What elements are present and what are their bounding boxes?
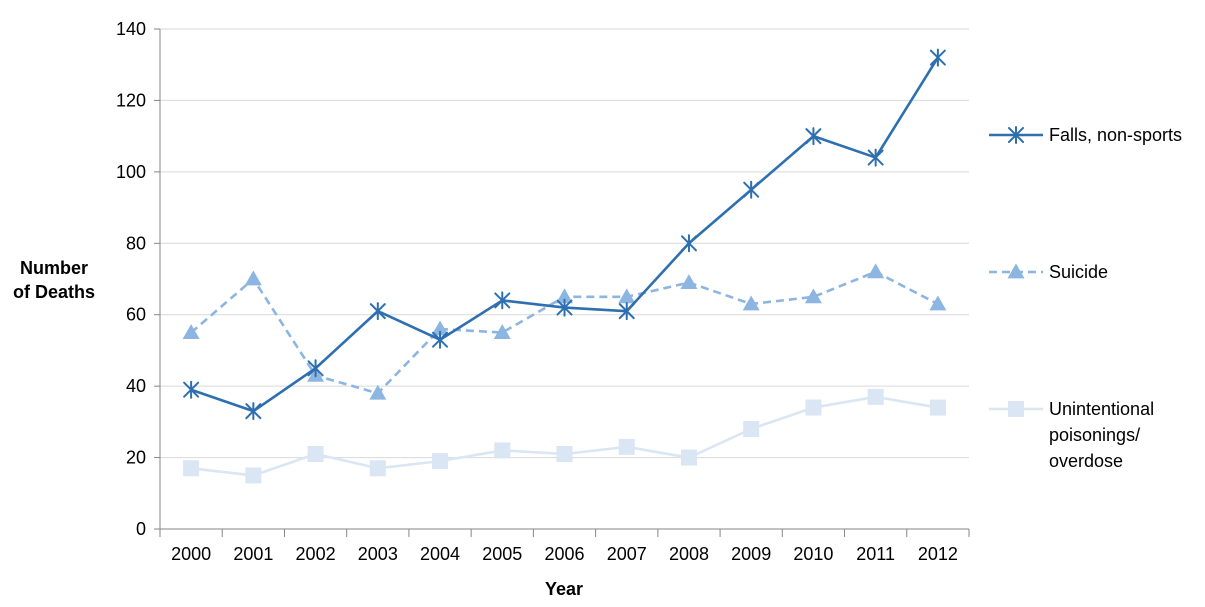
legend-marker bbox=[1008, 401, 1024, 417]
data-point bbox=[494, 291, 511, 310]
y-axis-title-line: Number bbox=[20, 258, 88, 278]
y-axis-title-line: of Deaths bbox=[13, 282, 95, 302]
data-point bbox=[183, 380, 200, 399]
x-tick-label: 2006 bbox=[544, 544, 584, 564]
data-point bbox=[680, 234, 697, 253]
data-point bbox=[556, 298, 573, 317]
data-point bbox=[556, 446, 573, 462]
data-point bbox=[867, 388, 884, 405]
y-tick-label: 140 bbox=[116, 19, 146, 39]
data-point bbox=[618, 438, 635, 455]
data-point bbox=[556, 288, 573, 304]
series-3 bbox=[183, 388, 946, 484]
data-point bbox=[929, 399, 946, 416]
data-point bbox=[929, 48, 946, 67]
data-point bbox=[432, 330, 449, 349]
data-point bbox=[743, 421, 760, 437]
legend-label-line: Falls, non-sports bbox=[1049, 125, 1182, 145]
legend-entry-2: Suicide bbox=[989, 262, 1108, 282]
legend-marker bbox=[1007, 263, 1025, 279]
legend-label: Suicide bbox=[1049, 262, 1108, 282]
data-point bbox=[929, 295, 947, 311]
data-point bbox=[805, 127, 822, 146]
data-point bbox=[244, 270, 262, 286]
y-tick-label: 60 bbox=[126, 305, 146, 325]
data-point bbox=[431, 320, 449, 336]
x-tick-label: 2000 bbox=[171, 544, 211, 564]
data-point bbox=[680, 449, 697, 466]
x-tick-label: 2004 bbox=[420, 544, 460, 564]
x-tick-label: 2008 bbox=[669, 544, 709, 564]
data-point bbox=[680, 274, 698, 289]
data-point bbox=[493, 324, 511, 339]
x-axis-ticks: 2000 2001 2002 2003 2004 2005 2006 2007 2008 2009… bbox=[171, 544, 958, 564]
y-tick-label: 100 bbox=[116, 162, 146, 182]
x-tick-label: 2002 bbox=[296, 544, 336, 564]
x-tick-label: 2005 bbox=[482, 544, 522, 564]
y-axis-ticks: 0 20 40 60 80 100 120 140 bbox=[116, 19, 146, 539]
legend-entry-1: Falls, non-sports bbox=[989, 125, 1182, 145]
legend-label-line: poisonings/ bbox=[1049, 425, 1140, 445]
x-tick-label: 2012 bbox=[918, 544, 958, 564]
x-tick-label: 2009 bbox=[731, 544, 771, 564]
legend: Falls, non-sports Suicide Unintentional poi… bbox=[989, 125, 1182, 471]
legend-label: Unintentional poisonings/overdose bbox=[1049, 399, 1154, 471]
y-tick-label: 40 bbox=[126, 376, 146, 396]
legend-entry-3: Unintentional poisonings/overdose bbox=[989, 399, 1154, 471]
legend-label-line: overdose bbox=[1049, 451, 1123, 471]
legend-label: Falls, non-sports bbox=[1049, 125, 1182, 145]
x-tick-label: 2003 bbox=[358, 544, 398, 564]
data-point bbox=[805, 399, 822, 416]
data-point bbox=[494, 442, 511, 459]
data-point bbox=[743, 180, 760, 199]
data-point bbox=[369, 302, 386, 321]
series-line bbox=[190, 395, 939, 477]
data-point bbox=[183, 460, 200, 477]
series-group bbox=[182, 48, 947, 484]
x-tick-label: 2007 bbox=[607, 544, 647, 564]
data-point bbox=[742, 295, 760, 311]
y-axis-title: Number of Deaths bbox=[13, 258, 95, 302]
y-tick-label: 80 bbox=[126, 233, 146, 253]
data-point bbox=[867, 263, 885, 279]
data-point bbox=[245, 467, 262, 484]
data-point bbox=[307, 359, 324, 378]
data-point bbox=[307, 446, 324, 462]
data-point bbox=[618, 288, 636, 304]
y-tick-label: 120 bbox=[116, 90, 146, 110]
legend-marker bbox=[1008, 126, 1024, 144]
y-tick-label: 20 bbox=[126, 448, 146, 468]
x-tick-label: 2001 bbox=[233, 544, 273, 564]
y-tick-label: 0 bbox=[136, 519, 146, 539]
legend-label-line: Suicide bbox=[1049, 262, 1108, 282]
data-point bbox=[867, 148, 884, 167]
legend-label-line: Unintentional bbox=[1049, 399, 1154, 419]
data-point bbox=[432, 453, 449, 470]
data-point bbox=[618, 302, 635, 321]
data-point bbox=[369, 460, 386, 477]
data-point bbox=[245, 402, 262, 421]
x-axis-title: Year bbox=[545, 579, 583, 599]
x-tick-label: 2011 bbox=[856, 544, 895, 564]
series-1 bbox=[183, 48, 946, 421]
series-2 bbox=[182, 263, 947, 400]
data-point bbox=[182, 324, 200, 339]
x-tick-label: 2010 bbox=[793, 544, 833, 564]
axes bbox=[154, 28, 970, 537]
data-point bbox=[369, 384, 387, 400]
data-point bbox=[804, 288, 822, 304]
